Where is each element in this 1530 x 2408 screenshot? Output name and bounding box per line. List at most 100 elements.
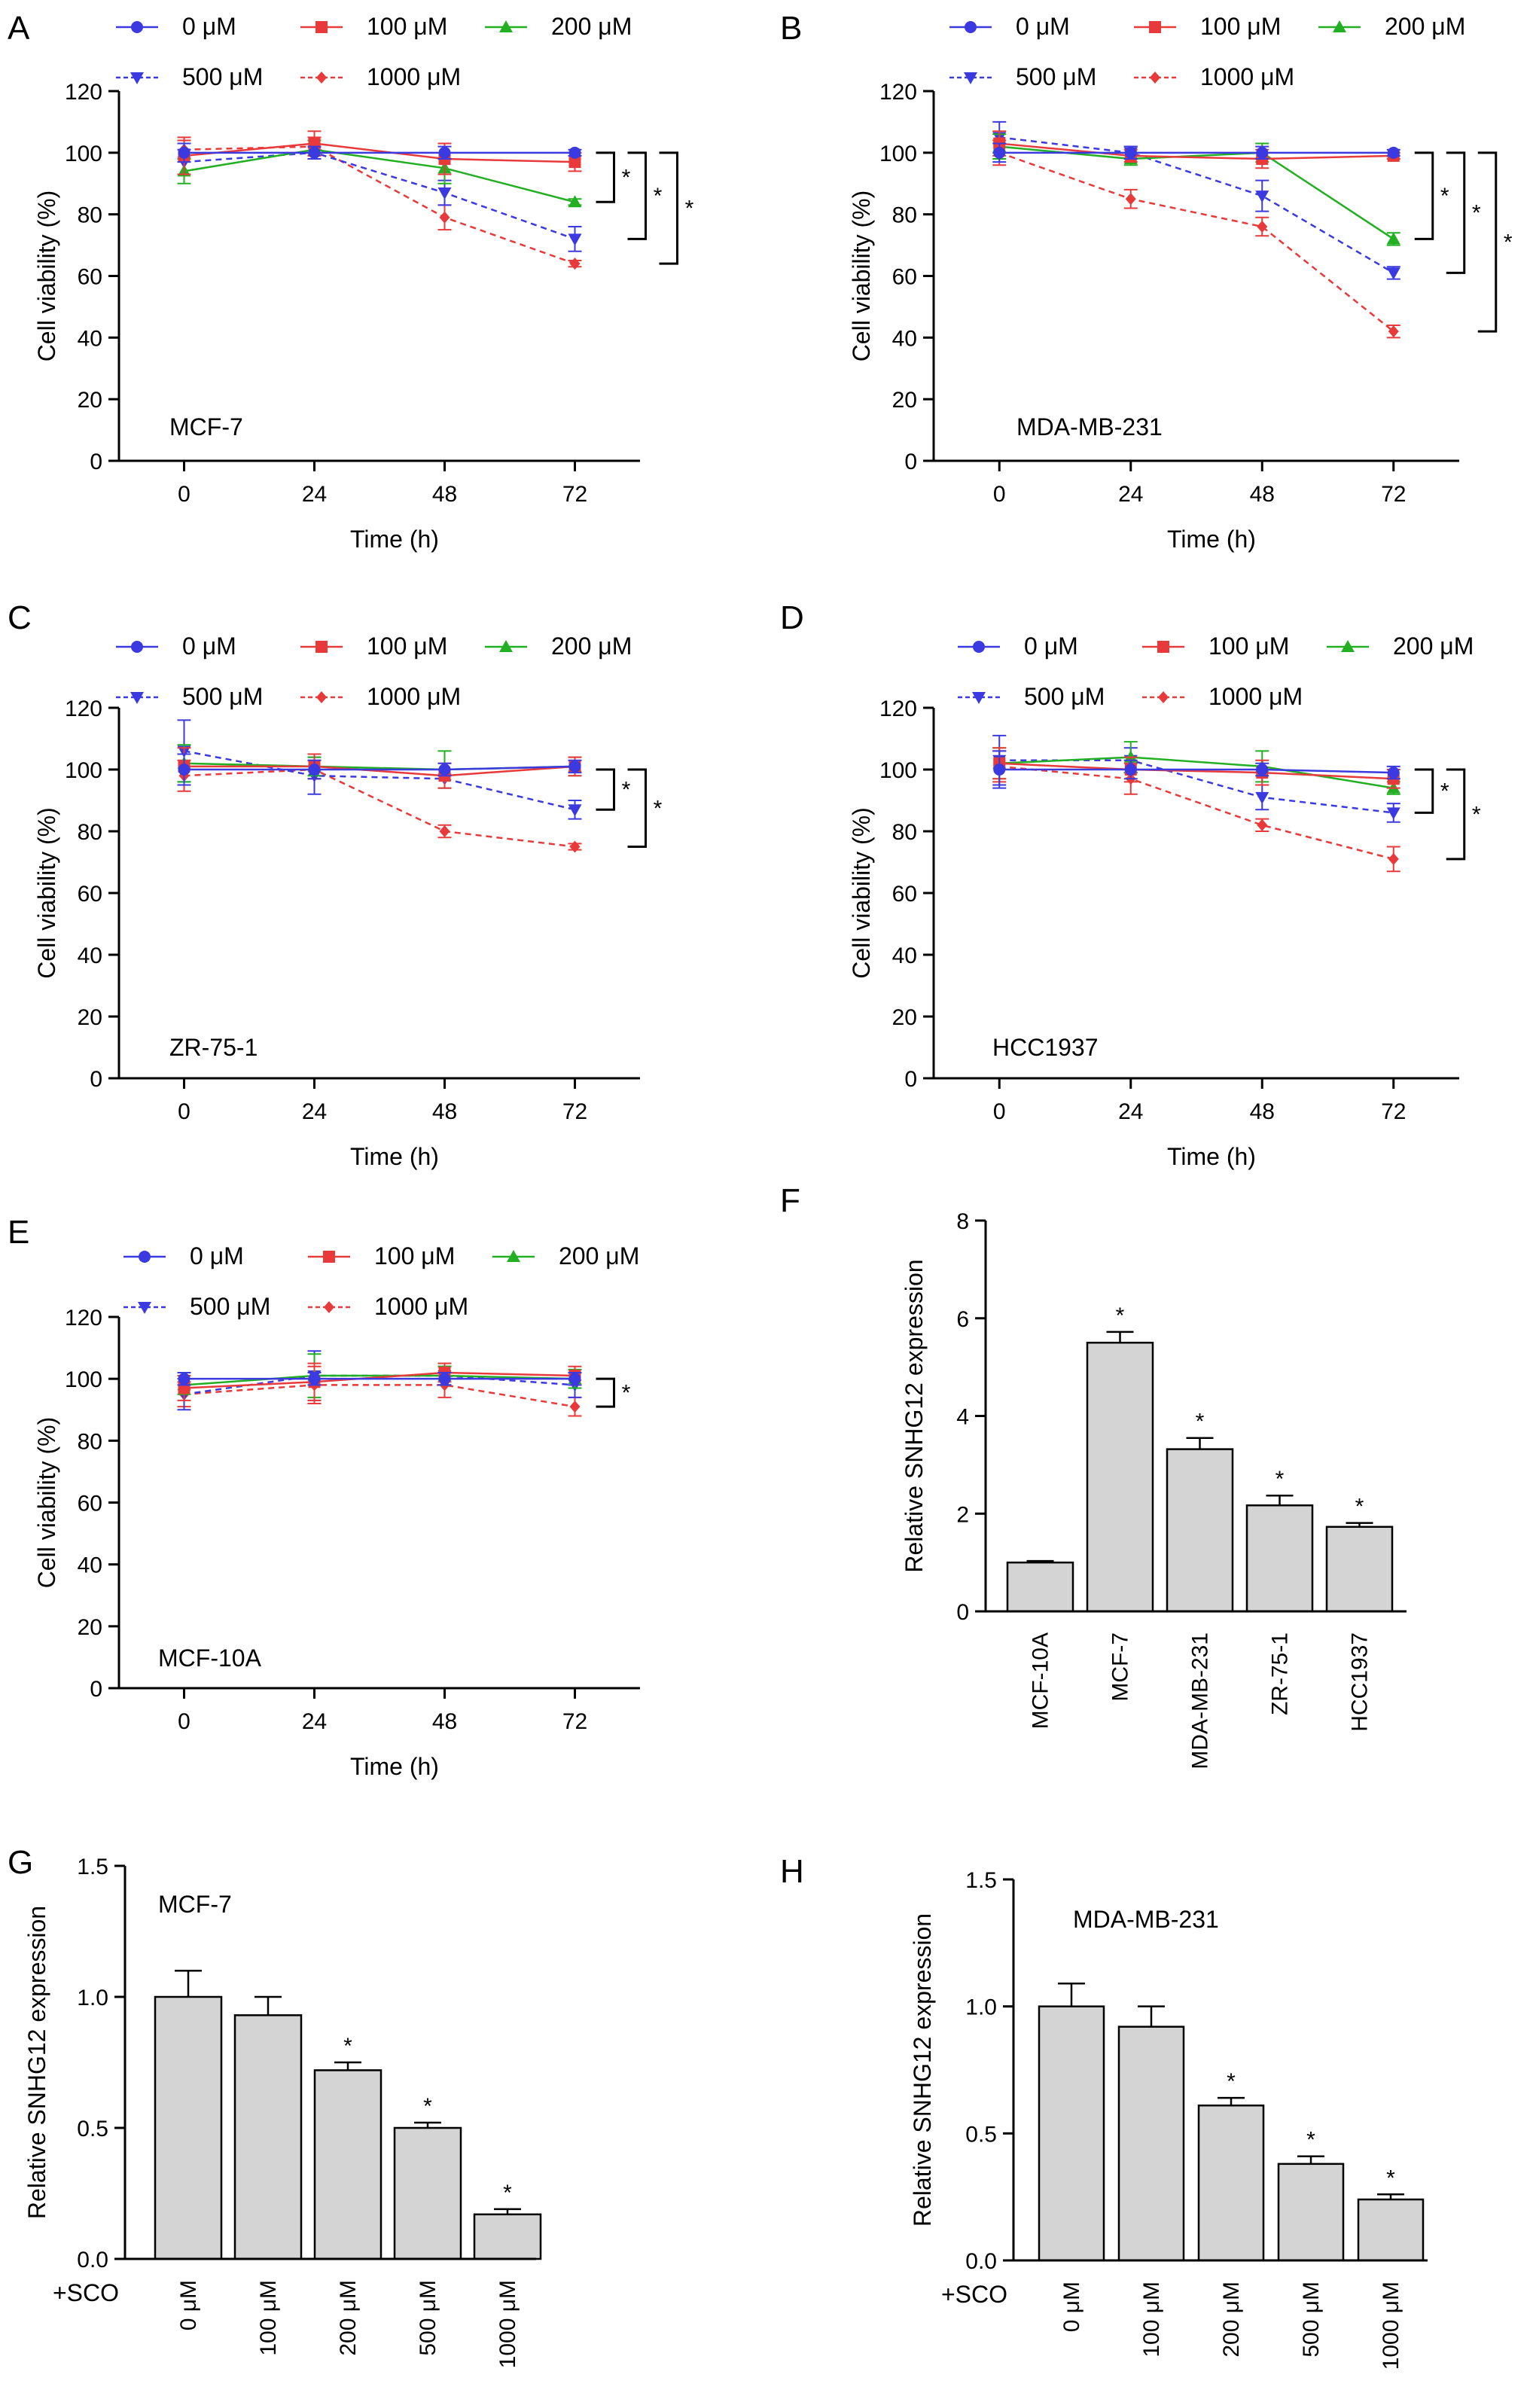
y-axis-title: Cell viability (%) xyxy=(33,1417,60,1589)
legend-item: 1000 μM xyxy=(300,683,461,710)
legend-item: 100 μM xyxy=(308,1242,455,1270)
legend-marker xyxy=(507,1250,520,1262)
legend-label: 200 μM xyxy=(559,1242,639,1270)
legend-label: 100 μM xyxy=(367,632,447,660)
legend-marker xyxy=(130,692,144,704)
bar-group: * HCC1937 xyxy=(1325,1495,1394,1732)
bar xyxy=(1166,1448,1234,1613)
data-point xyxy=(1257,818,1268,831)
y-tick-label: 0 xyxy=(904,450,917,474)
y-axis-title: Cell viability (%) xyxy=(848,191,875,362)
y-axis-title: Relative SNHG12 expression xyxy=(23,1906,50,2219)
x-tick-label: 24 xyxy=(1118,1099,1143,1124)
series-line xyxy=(184,750,575,811)
legend-item: 500 μM xyxy=(116,63,263,90)
legend-item: 500 μM xyxy=(958,683,1105,710)
x-axis-title: Time (h) xyxy=(350,1753,439,1780)
x-tick-label: 72 xyxy=(1381,482,1406,507)
x-axis-title: Time (h) xyxy=(1167,526,1256,553)
data-point xyxy=(1125,193,1136,206)
panel-letter: F xyxy=(780,1182,800,1219)
series-line xyxy=(184,1371,575,1389)
y-tick-label: 100 xyxy=(65,1367,102,1392)
cell-line-label: MDA-MB-231 xyxy=(1016,413,1163,440)
series-line xyxy=(999,762,1394,780)
y-tick-label: 60 xyxy=(892,882,917,907)
series-line xyxy=(184,1384,575,1408)
legend-marker xyxy=(499,20,513,32)
legend-item: 1000 μM xyxy=(1142,683,1303,710)
legend-marker xyxy=(131,21,143,33)
legend: 0 μM 100 μM 200 μM 500 μM 1000 μM xyxy=(123,1242,639,1320)
data-point xyxy=(1388,325,1399,338)
x-tick-label: 24 xyxy=(302,482,327,507)
legend-marker xyxy=(138,1302,151,1314)
series-2 xyxy=(992,741,1400,795)
legend-marker xyxy=(1333,20,1346,32)
legend-label: 100 μM xyxy=(367,13,447,40)
panel-letter: H xyxy=(780,1853,804,1890)
data-point xyxy=(568,146,581,159)
series-line xyxy=(184,151,575,240)
y-tick-label: 20 xyxy=(78,388,102,413)
data-point xyxy=(178,1373,190,1385)
significance-bracket xyxy=(1446,768,1466,861)
legend-marker xyxy=(315,21,328,33)
y-tick-label: 0 xyxy=(90,1067,102,1092)
series-3 xyxy=(992,120,1400,280)
legend-marker xyxy=(1158,691,1169,703)
legend-marker xyxy=(973,641,985,653)
series-line xyxy=(184,765,575,777)
legend-item: 500 μM xyxy=(123,1293,270,1320)
data-point xyxy=(568,233,582,246)
series-2 xyxy=(992,133,1400,246)
y-tick-label: 2 xyxy=(956,1502,969,1527)
data-point xyxy=(437,187,452,200)
legend-label: 200 μM xyxy=(551,13,632,40)
category-label: 1000 μM xyxy=(1379,2282,1404,2370)
x-tick-label: 0 xyxy=(178,1709,190,1734)
cell-line-label: ZR-75-1 xyxy=(169,1034,258,1061)
y-tick-label: 100 xyxy=(879,142,917,166)
significance-label: * xyxy=(503,2181,512,2205)
significance-label: * xyxy=(622,778,631,803)
y-tick-label: 4 xyxy=(956,1405,969,1430)
category-label: 0 μM xyxy=(176,2280,201,2330)
data-point xyxy=(308,1373,321,1385)
series-line xyxy=(999,756,1394,789)
series-line xyxy=(998,151,1394,333)
legend-label: 200 μM xyxy=(1385,13,1465,40)
legend-item: 0 μM xyxy=(123,1242,244,1270)
data-point xyxy=(1386,267,1400,280)
legend-label: 200 μM xyxy=(1393,632,1474,660)
panel-b: B 0 μM 100 μM 200 μM 500 μM 1000 μM 0 20 40 60 80 1… xyxy=(780,10,1513,553)
data-point xyxy=(439,825,450,837)
series-line xyxy=(999,136,1394,274)
data-point xyxy=(1256,146,1269,159)
panel-letter: C xyxy=(8,599,32,636)
y-tick-label: 40 xyxy=(892,326,917,351)
series-0 xyxy=(992,750,1400,789)
significance-bracket xyxy=(1477,151,1498,333)
y-tick-label: 40 xyxy=(78,943,102,968)
y-tick-label: 100 xyxy=(879,758,917,783)
significance-label: * xyxy=(654,184,663,209)
significance-bracket xyxy=(1446,151,1466,274)
y-tick-label: 1.5 xyxy=(77,1855,108,1879)
data-point xyxy=(1386,232,1400,245)
panel-d: D 0 μM 100 μM 200 μM 500 μM 1000 μM 0 20 40 60 80 1… xyxy=(780,599,1481,1170)
category-label: MCF-10A xyxy=(1029,1632,1053,1729)
significance-bracket xyxy=(596,768,615,811)
y-tick-label: 0 xyxy=(90,450,102,474)
bar xyxy=(1197,2104,1265,2262)
legend-item: 1000 μM xyxy=(1134,63,1294,90)
series-0 xyxy=(992,142,1400,163)
legend-item: 200 μM xyxy=(485,632,632,660)
y-tick-label: 0 xyxy=(956,1600,969,1625)
data-point xyxy=(1124,764,1137,776)
y-axis-title: Cell viability (%) xyxy=(33,807,60,979)
panel-letter: A xyxy=(8,10,30,47)
legend-label: 500 μM xyxy=(1024,683,1105,710)
x-tick-label: 0 xyxy=(993,1099,1006,1124)
legend-marker xyxy=(1341,640,1355,652)
